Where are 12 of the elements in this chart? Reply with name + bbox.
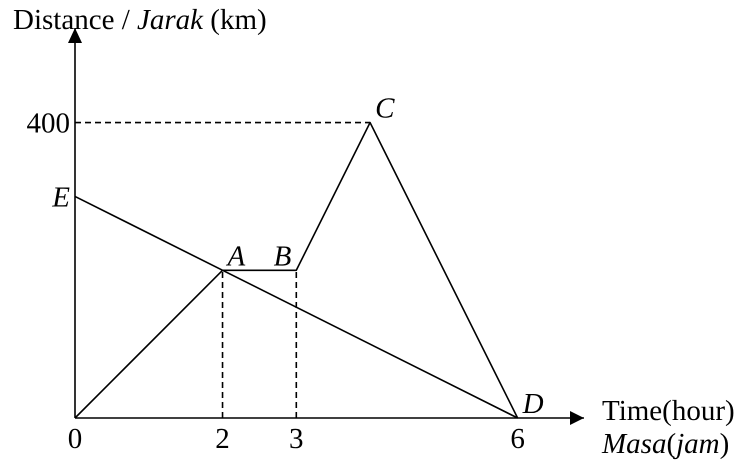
x-tick-label: 0 — [68, 423, 82, 455]
x-tick-label: 2 — [215, 423, 230, 455]
annotation: E — [51, 181, 70, 214]
x-tick-label: 3 — [289, 423, 304, 455]
annotation: B — [274, 240, 292, 272]
x-tick-label: 6 — [510, 423, 525, 455]
annotation: A — [226, 240, 246, 272]
annotation: 400 — [26, 107, 70, 140]
y-axis-title: Distance / Jarak (km) — [13, 4, 267, 36]
x-axis-title: Time(hour) Masa(jam) — [601, 395, 735, 460]
annotation: D — [522, 388, 544, 420]
annotation: C — [375, 92, 396, 125]
